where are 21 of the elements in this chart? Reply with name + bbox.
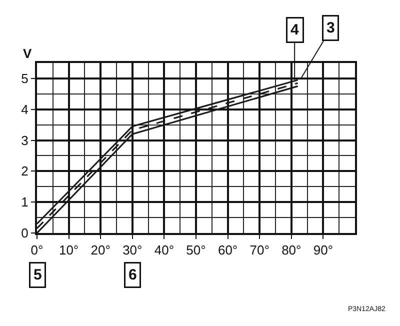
y-tick-label: 5 — [21, 71, 28, 86]
x-tick-label: 10° — [58, 242, 79, 258]
y-tick-label: 3 — [21, 132, 28, 148]
x-tick-label: 50° — [186, 242, 206, 258]
x-tick-label: 80° — [282, 242, 302, 258]
y-axis-title: V — [23, 46, 32, 61]
x-tick-label: 0° — [30, 242, 44, 258]
x-tick-label: 40° — [154, 242, 174, 258]
x-tick-label: 70° — [250, 242, 270, 258]
text: 6 — [128, 266, 137, 284]
annotation: 4 — [290, 22, 300, 38]
y-tick-label: 1 — [21, 194, 28, 210]
y-tick-label: 2 — [21, 164, 28, 179]
x-tick-label: 30° — [122, 242, 142, 258]
y-tick-label: 4 — [21, 102, 28, 117]
y-tick-label: 0 — [21, 226, 28, 241]
x-tick-label: 20° — [90, 242, 110, 258]
text: 5 — [34, 266, 42, 284]
x-tick-label: 60° — [218, 242, 238, 258]
x-tick-label: 90° — [313, 242, 334, 258]
annotation: 3 — [326, 20, 335, 36]
